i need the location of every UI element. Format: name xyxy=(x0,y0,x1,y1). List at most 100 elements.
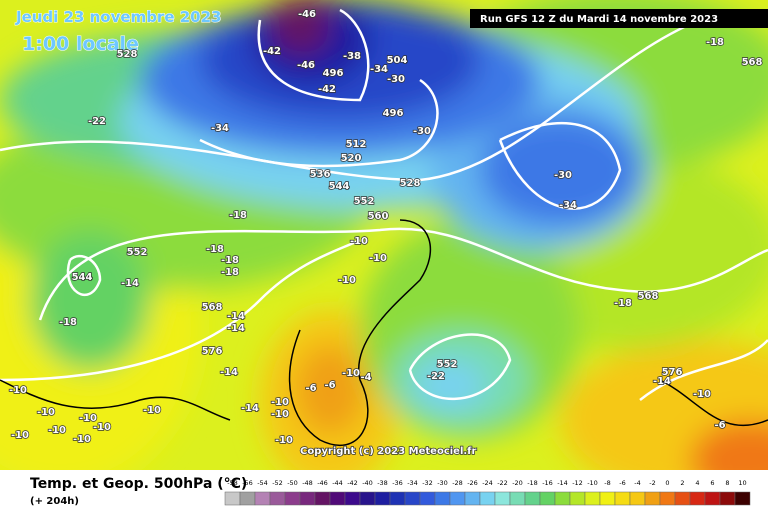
legend-tick: -8 xyxy=(604,479,610,487)
legend-swatch xyxy=(239,491,256,506)
contour-label: -6 xyxy=(714,420,725,431)
contour-label: -18 xyxy=(206,244,224,255)
contour-label: 576 xyxy=(662,367,683,378)
legend-tick: -4 xyxy=(634,479,640,487)
date: Jeudi 23 novembre 2023 xyxy=(15,8,221,26)
contour-label: 552 xyxy=(354,196,375,207)
legend-swatch xyxy=(359,491,376,506)
legend-swatch xyxy=(554,491,571,506)
legend-swatch xyxy=(704,491,721,506)
contour-label: -10 xyxy=(350,236,368,247)
legend-tick: -44 xyxy=(332,479,343,487)
legend-tick: 8 xyxy=(725,479,729,487)
contour-label: 560 xyxy=(368,211,389,222)
legend-swatch xyxy=(449,491,466,506)
contour-label: -18 xyxy=(614,298,632,309)
legend-tick: -42 xyxy=(347,479,358,487)
contour-label: -14 xyxy=(241,403,259,414)
contour-label: -10 xyxy=(338,275,356,286)
contour-label: -10 xyxy=(48,425,66,436)
contour-label: -10 xyxy=(143,405,161,416)
contour-label: -18 xyxy=(221,255,239,266)
legend-tick: -20 xyxy=(512,479,523,487)
field xyxy=(0,0,768,470)
legend-swatch xyxy=(344,491,361,506)
contour-label: -42 xyxy=(263,46,281,57)
legend-swatch xyxy=(509,491,526,506)
legend-tick: -34 xyxy=(407,479,418,487)
legend-tick: -46 xyxy=(317,479,328,487)
legend-swatch xyxy=(374,491,391,506)
legend-tick: 10 xyxy=(738,479,746,487)
legend-tick: -54 xyxy=(257,479,268,487)
contour-label: -10 xyxy=(369,253,387,264)
legend-swatch xyxy=(404,491,421,506)
contour-label: -14 xyxy=(227,311,245,322)
legend-tick: 6 xyxy=(710,479,714,487)
time: 1:00 locale xyxy=(22,33,139,55)
legend-swatch xyxy=(524,491,541,506)
legend-swatch xyxy=(269,491,286,506)
legend-swatch xyxy=(224,491,241,506)
legend-tick: -32 xyxy=(422,479,433,487)
contour-label: 496 xyxy=(323,68,344,79)
legend-tick: -10 xyxy=(587,479,598,487)
contour-label: 544 xyxy=(329,181,350,192)
legend-tick: 2 xyxy=(680,479,684,487)
legend-tick: -38 xyxy=(377,479,388,487)
contour-label: 528 xyxy=(400,178,421,189)
legend-swatch xyxy=(419,491,436,506)
contour-label: -18 xyxy=(59,317,77,328)
legend-tick: -22 xyxy=(497,479,508,487)
contour-label: -10 xyxy=(271,409,289,420)
legend-tick: -24 xyxy=(482,479,493,487)
legend-swatch xyxy=(254,491,271,506)
contour-label: -46 xyxy=(297,60,315,71)
legend-swatch xyxy=(734,491,751,506)
contour-label: -10 xyxy=(271,397,289,408)
contour-label: 512 xyxy=(346,139,367,150)
contour-label: -6 xyxy=(324,380,335,391)
contour-label: -34 xyxy=(211,123,229,134)
run: Run GFS 12 Z du Mardi 14 novembre 2023 xyxy=(480,14,718,25)
legend-swatch xyxy=(674,491,691,506)
legend-tick: -36 xyxy=(392,479,403,487)
legend-swatch xyxy=(719,491,736,506)
contour-label: 544 xyxy=(72,272,93,283)
contour-label: 496 xyxy=(383,108,404,119)
contour-label: -14 xyxy=(227,323,245,334)
contour-label: -10 xyxy=(275,435,293,446)
contour-label: -18 xyxy=(221,267,239,278)
contour-label: 552 xyxy=(127,247,148,258)
legend-swatch xyxy=(689,491,706,506)
contour-label: -10 xyxy=(693,389,711,400)
contour-label: -34 xyxy=(370,64,388,75)
lead: (+ 204h) xyxy=(30,496,79,507)
legend-tick: -56 xyxy=(242,479,253,487)
contour-label: 568 xyxy=(202,302,223,313)
legend-swatch xyxy=(299,491,316,506)
contour-label: -22 xyxy=(88,116,106,127)
contour-label: -46 xyxy=(298,9,316,20)
legend-swatch xyxy=(479,491,496,506)
legend-tick: -18 xyxy=(527,479,538,487)
contour-label: 568 xyxy=(742,57,763,68)
legend-swatch xyxy=(494,491,511,506)
contour-label: -30 xyxy=(387,74,405,85)
legend-tick: -48 xyxy=(302,479,313,487)
contour-label: -10 xyxy=(93,422,111,433)
contour-label: 576 xyxy=(202,346,223,357)
contour-label: -10 xyxy=(11,430,29,441)
legend-tick: -16 xyxy=(542,479,553,487)
copyright: Copyright (c) 2023 Meteociel.fr xyxy=(300,446,477,457)
contour-label: -10 xyxy=(73,434,91,445)
legend-tick: -30 xyxy=(437,479,448,487)
legend-swatch xyxy=(584,491,601,506)
legend-tick: -52 xyxy=(272,479,283,487)
contour-label: -30 xyxy=(413,126,431,137)
legend-swatch xyxy=(629,491,646,506)
contour-label: -14 xyxy=(121,278,139,289)
contour-label: 520 xyxy=(341,153,362,164)
